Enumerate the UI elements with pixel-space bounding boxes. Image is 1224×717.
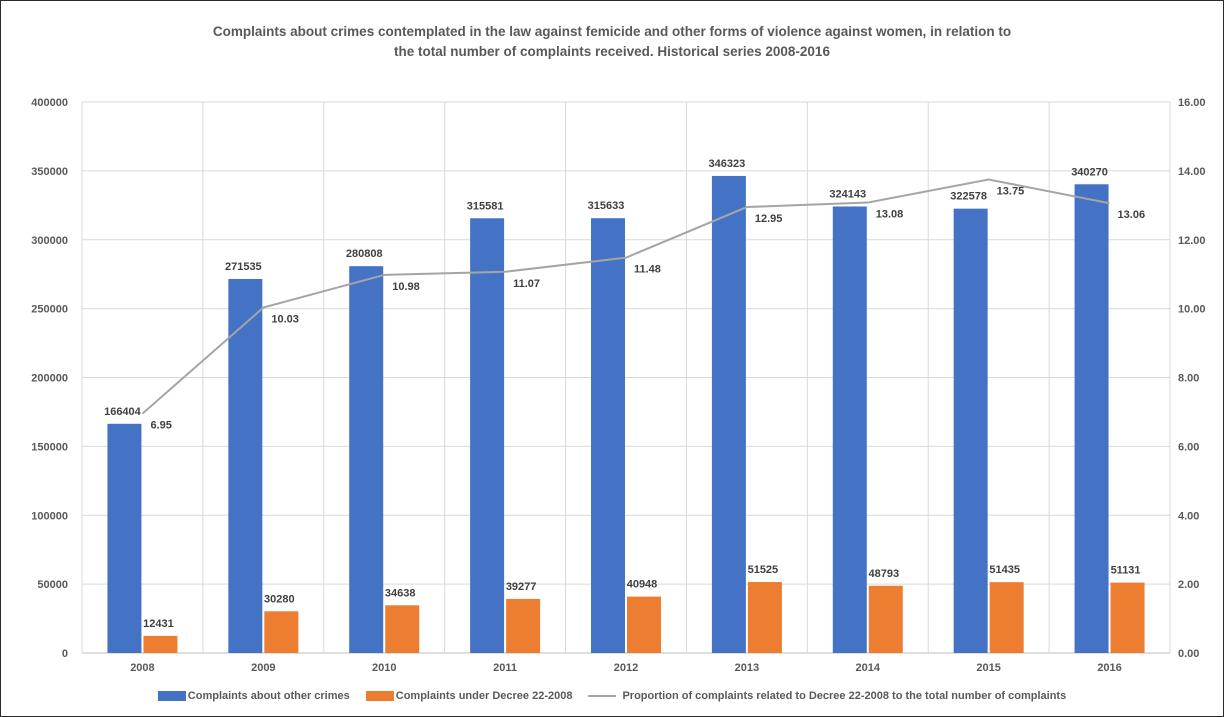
bar-other-crimes <box>832 206 867 653</box>
data-label-proportion: 10.03 <box>271 314 299 326</box>
data-label-other-crimes: 340270 <box>1071 166 1108 178</box>
bar-decree <box>627 596 661 653</box>
x-tick-label: 2008 <box>130 662 154 674</box>
y-tick-label-right: 2.00 <box>1178 579 1199 591</box>
x-tick-label: 2013 <box>735 662 759 674</box>
y-tick-label-right: 0.00 <box>1178 648 1199 660</box>
bar-decree <box>747 582 782 653</box>
legend-swatch-other-crimes <box>157 691 186 701</box>
data-label-decree: 51525 <box>748 564 779 576</box>
data-label-proportion: 13.06 <box>1118 209 1146 221</box>
legend-label-other-crimes: Complaints about other crimes <box>187 690 350 702</box>
bar-decree <box>264 611 299 653</box>
bar-other-crimes <box>470 218 505 653</box>
bar-other-crimes <box>711 175 746 653</box>
data-label-other-crimes: 280808 <box>346 248 383 260</box>
y-tick-label-left: 50000 <box>37 579 68 591</box>
bar-other-crimes <box>349 266 384 653</box>
data-label-proportion: 11.48 <box>634 264 661 276</box>
y-tick-label-left: 150000 <box>31 441 68 453</box>
data-label-decree: 30280 <box>264 593 295 605</box>
y-tick-label-left: 200000 <box>31 373 68 385</box>
x-tick-label: 2011 <box>493 662 517 674</box>
x-tick-label: 2009 <box>251 662 275 674</box>
data-label-other-crimes: 271535 <box>225 261 262 273</box>
legend-label-proportion: Proportion of complaints related to Decr… <box>622 690 1067 702</box>
bar-other-crimes <box>591 218 625 653</box>
y-tick-label-left: 400000 <box>31 97 68 109</box>
data-label-decree: 48793 <box>868 568 899 580</box>
y-tick-label-right: 12.00 <box>1178 235 1206 247</box>
legend-item-proportion: Proportion of complaints related to Decr… <box>588 690 1066 702</box>
data-label-decree: 51435 <box>989 564 1020 576</box>
data-label-other-crimes: 324143 <box>829 188 866 200</box>
bar-decree <box>143 635 178 653</box>
x-tick-label: 2016 <box>1097 662 1121 674</box>
legend-item-decree: Complaints under Decree 22-2008 <box>365 690 573 702</box>
bar-decree <box>385 605 420 653</box>
bar-other-crimes <box>953 208 988 653</box>
bar-decree <box>868 585 903 653</box>
data-label-other-crimes: 322578 <box>950 191 987 203</box>
data-label-proportion: 10.98 <box>392 281 420 293</box>
bar-decree <box>1110 582 1145 653</box>
chart-title: Complaints about crimes contemplated in … <box>212 24 1012 59</box>
data-label-proportion: 12.95 <box>755 213 783 225</box>
bar-other-crimes <box>107 423 142 653</box>
data-label-decree: 39277 <box>506 581 537 593</box>
bar-decree <box>989 582 1024 653</box>
legend-swatch-proportion <box>588 695 617 697</box>
chart-legend: Complaints about other crimes Complaints… <box>0 690 1224 702</box>
data-label-other-crimes: 166404 <box>104 406 142 418</box>
y-tick-label-left: 300000 <box>31 235 68 247</box>
y-tick-label-left: 350000 <box>31 166 68 178</box>
x-tick-label: 2014 <box>856 662 881 674</box>
data-label-proportion: 11.07 <box>513 278 540 290</box>
data-label-decree: 34638 <box>385 587 416 599</box>
y-tick-label-left: 250000 <box>31 304 68 316</box>
bar-other-crimes <box>1074 184 1109 653</box>
y-tick-label-right: 16.00 <box>1178 97 1206 109</box>
y-tick-label-right: 14.00 <box>1178 166 1206 178</box>
y-tick-label-right: 6.00 <box>1178 441 1199 453</box>
data-label-proportion: 13.08 <box>876 209 904 221</box>
data-label-other-crimes: 315633 <box>588 200 625 212</box>
data-label-proportion: 13.75 <box>997 185 1025 197</box>
legend-item-other-crimes: Complaints about other crimes <box>157 690 350 702</box>
x-tick-label: 2010 <box>372 662 396 674</box>
legend-swatch-decree <box>365 691 394 701</box>
y-tick-label-right: 10.00 <box>1178 304 1206 316</box>
data-label-decree: 40948 <box>627 579 658 591</box>
data-label-other-crimes: 315581 <box>467 200 504 212</box>
bar-decree <box>506 598 541 653</box>
data-label-decree: 51131 <box>1111 565 1141 577</box>
data-label-decree: 12431 <box>143 618 174 630</box>
legend-label-decree: Complaints under Decree 22-2008 <box>395 690 573 702</box>
bar-other-crimes <box>228 278 263 653</box>
y-tick-label-right: 8.00 <box>1178 373 1199 385</box>
data-label-other-crimes: 346323 <box>709 158 746 170</box>
x-tick-label: 2012 <box>614 662 638 674</box>
x-tick-label: 2015 <box>976 662 1000 674</box>
y-tick-label-right: 4.00 <box>1178 510 1199 522</box>
y-tick-label-left: 0 <box>62 648 68 660</box>
data-label-proportion: 6.95 <box>150 420 171 432</box>
line-proportion <box>141 178 1110 415</box>
y-tick-label-left: 100000 <box>31 510 68 522</box>
